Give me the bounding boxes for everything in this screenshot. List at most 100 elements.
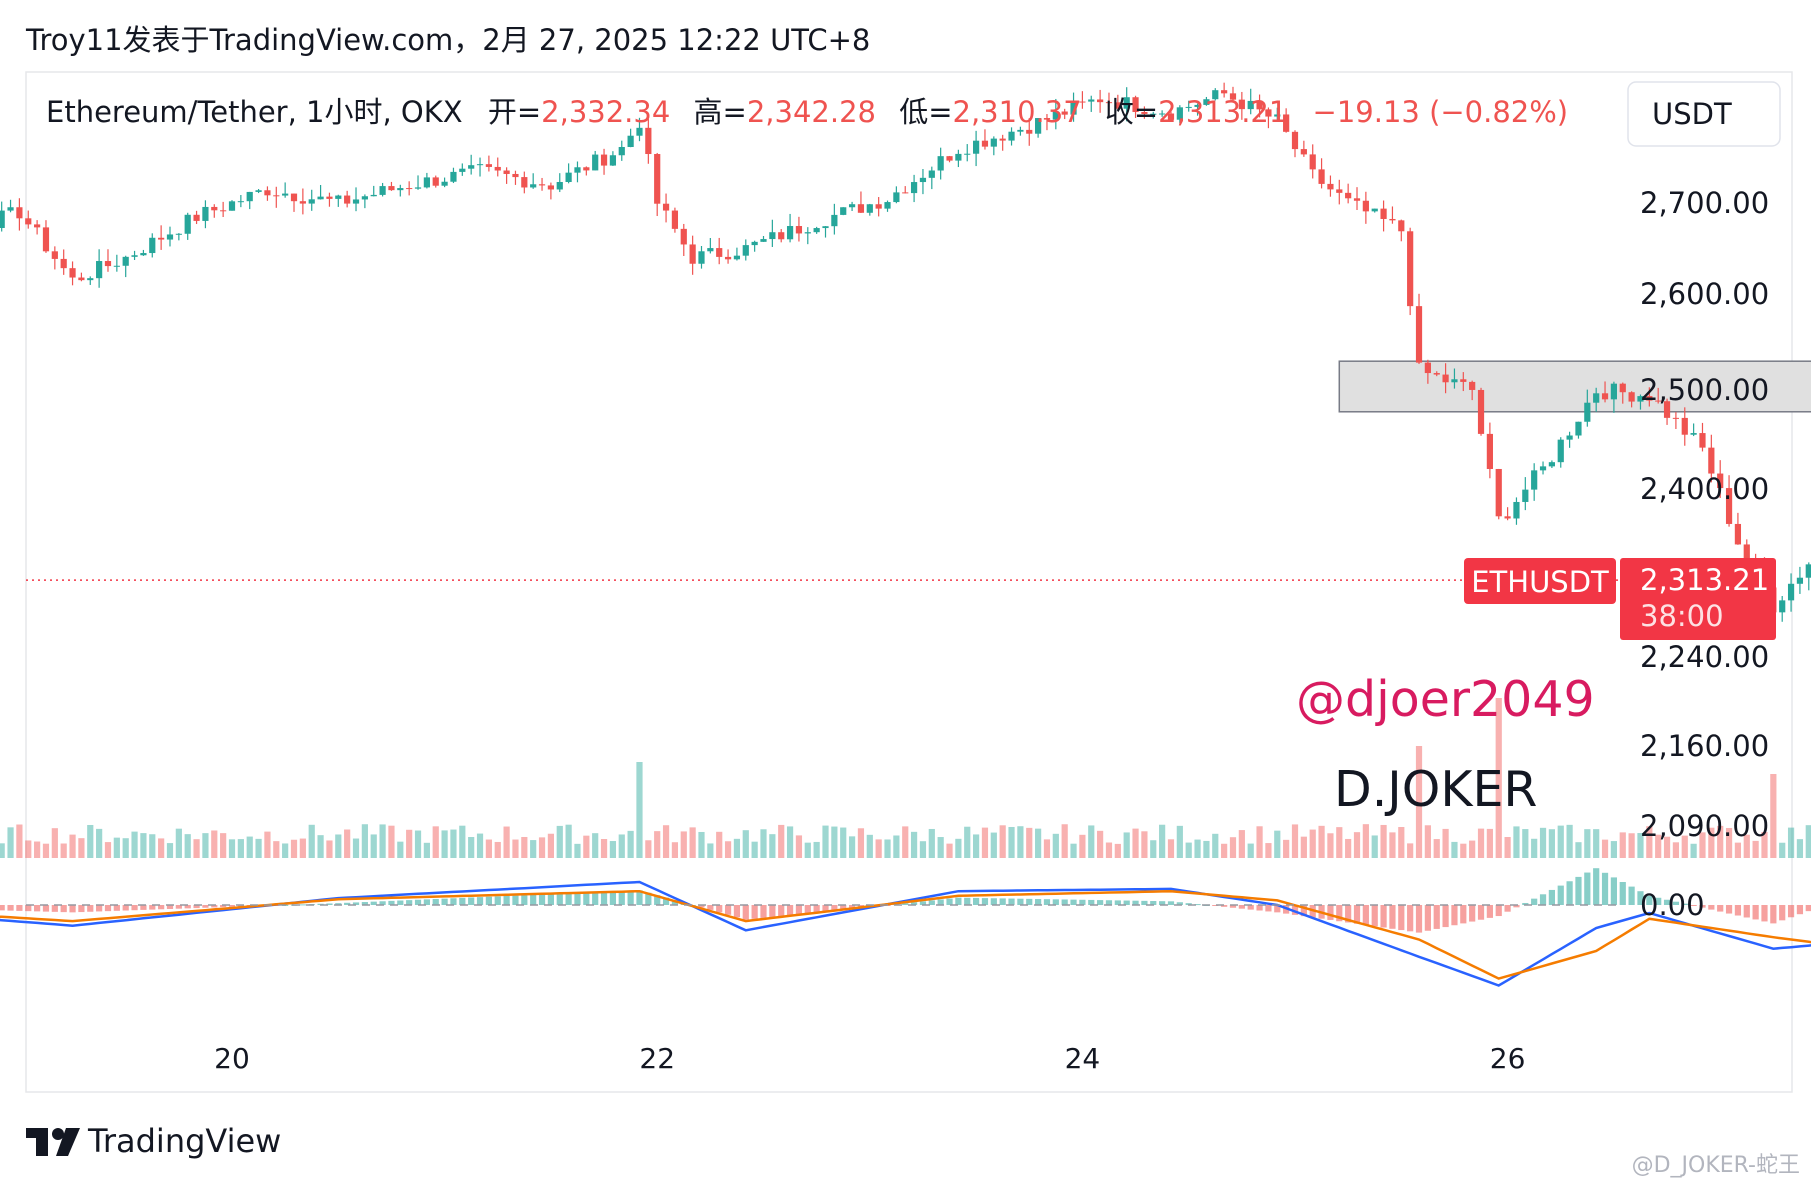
macd-histogram-bar bbox=[1504, 905, 1511, 912]
macd-histogram-bar bbox=[51, 905, 58, 912]
price-tick-label: 2,500.00 bbox=[1640, 373, 1769, 407]
macd-histogram-bar bbox=[1805, 905, 1811, 912]
legend-high-value: 2,342.28 bbox=[747, 95, 876, 129]
candle-body bbox=[1513, 501, 1520, 519]
candle-body bbox=[627, 135, 634, 147]
candle-body bbox=[698, 251, 705, 264]
candle-body bbox=[1725, 488, 1733, 524]
volume-bar bbox=[1318, 825, 1325, 858]
macd-histogram-bar bbox=[600, 891, 608, 905]
volume-bar bbox=[1052, 833, 1059, 858]
candle-body bbox=[1522, 489, 1529, 502]
volume-bar bbox=[955, 838, 962, 858]
candle-body bbox=[946, 156, 953, 161]
volume-bar bbox=[1646, 826, 1653, 858]
candle-body bbox=[406, 188, 413, 190]
svg-text:Ethereum/Tether, 1小时, OKX: Ethereum/Tether, 1小时, OKX 开=2,332.34 高=2… bbox=[46, 95, 1568, 129]
tradingview-logo[interactable]: TradingView bbox=[26, 1122, 281, 1160]
candle-body bbox=[919, 177, 927, 183]
macd-histogram-bar bbox=[1345, 905, 1352, 923]
macd-histogram-bar bbox=[910, 902, 918, 905]
candle-body bbox=[1743, 544, 1750, 559]
macd-histogram-bar bbox=[521, 895, 528, 905]
volume-bar bbox=[335, 834, 342, 858]
macd-histogram-bar bbox=[786, 905, 794, 916]
macd-histogram-bar bbox=[716, 905, 723, 913]
volume-bar bbox=[220, 833, 227, 858]
macd-histogram-bar bbox=[1424, 905, 1431, 931]
macd-histogram-bar bbox=[565, 893, 572, 905]
macd-histogram-bar bbox=[1655, 897, 1662, 905]
macd-line bbox=[0, 880, 1811, 987]
volume-bar bbox=[592, 833, 599, 858]
candle-body bbox=[352, 199, 360, 204]
time-tick-label: 20 bbox=[214, 1042, 250, 1075]
candle-body bbox=[556, 181, 563, 190]
candle-body bbox=[928, 170, 935, 178]
candle-body bbox=[149, 237, 156, 254]
volume-bar bbox=[7, 827, 14, 858]
volume-bar bbox=[1212, 833, 1219, 858]
volume-bar bbox=[981, 827, 989, 858]
volume-bar bbox=[840, 827, 847, 858]
volume-bar bbox=[1291, 824, 1299, 858]
volume-bar bbox=[707, 843, 714, 858]
macd-histogram-bar bbox=[299, 904, 306, 906]
candle-body bbox=[1345, 192, 1352, 199]
candle-body bbox=[999, 138, 1006, 141]
candle-body bbox=[459, 168, 466, 172]
volume-bar bbox=[1690, 843, 1697, 858]
volume-bar bbox=[1221, 843, 1228, 858]
candle-body bbox=[1274, 114, 1281, 117]
volume-bar bbox=[565, 824, 572, 858]
volume-bar bbox=[1380, 824, 1387, 858]
volume-bar bbox=[1123, 832, 1130, 858]
volume-bar bbox=[1035, 828, 1042, 858]
macd-histogram-bar bbox=[459, 897, 466, 905]
macd-histogram-bar bbox=[999, 898, 1006, 905]
candle-body bbox=[1734, 523, 1742, 545]
volume-bar bbox=[1105, 842, 1113, 858]
macd-histogram-bar bbox=[361, 902, 368, 905]
volume-bar bbox=[1265, 843, 1272, 858]
candle-body bbox=[246, 191, 253, 202]
macd-histogram-bar bbox=[1097, 900, 1104, 905]
volume-bar bbox=[450, 829, 457, 858]
volume-bar bbox=[423, 842, 430, 858]
currency-button[interactable]: USDT bbox=[1627, 81, 1781, 147]
macd-histogram-bar bbox=[1442, 905, 1449, 928]
volume-bar bbox=[893, 835, 900, 858]
volume-bar bbox=[1167, 839, 1175, 858]
macd-histogram-bar bbox=[831, 905, 838, 911]
macd-histogram-bar bbox=[1336, 905, 1343, 922]
volume-bar bbox=[1672, 842, 1680, 858]
macd-histogram-bar bbox=[193, 905, 200, 909]
legend-open-label: 开= bbox=[488, 95, 541, 129]
macd-histogram-bar bbox=[379, 901, 386, 905]
volume-bar bbox=[1681, 835, 1688, 858]
candle-body bbox=[618, 146, 625, 156]
volume-bar bbox=[494, 841, 501, 858]
volume-bar bbox=[1787, 827, 1795, 858]
volume-bar bbox=[1708, 827, 1715, 858]
volume-bar bbox=[1274, 830, 1281, 858]
volume-bar bbox=[1132, 828, 1139, 858]
volume-bar bbox=[299, 838, 306, 858]
volume-bar bbox=[1717, 825, 1724, 858]
candle-body bbox=[1672, 417, 1680, 419]
volume-bar bbox=[1593, 829, 1600, 858]
macd-histogram-bar bbox=[1327, 905, 1334, 920]
candle-body bbox=[1566, 435, 1573, 440]
macd-histogram-bar bbox=[476, 897, 484, 905]
volume-bar bbox=[1495, 698, 1502, 858]
candle-body bbox=[1619, 383, 1626, 393]
candle-body bbox=[299, 201, 306, 204]
candle-body bbox=[636, 127, 643, 136]
candle-body bbox=[468, 165, 475, 169]
macd-histogram-bar bbox=[840, 905, 847, 910]
volume-bar bbox=[211, 830, 218, 858]
candle-body bbox=[1070, 101, 1077, 115]
candle-body bbox=[1327, 183, 1334, 190]
volume-bar bbox=[388, 825, 395, 858]
